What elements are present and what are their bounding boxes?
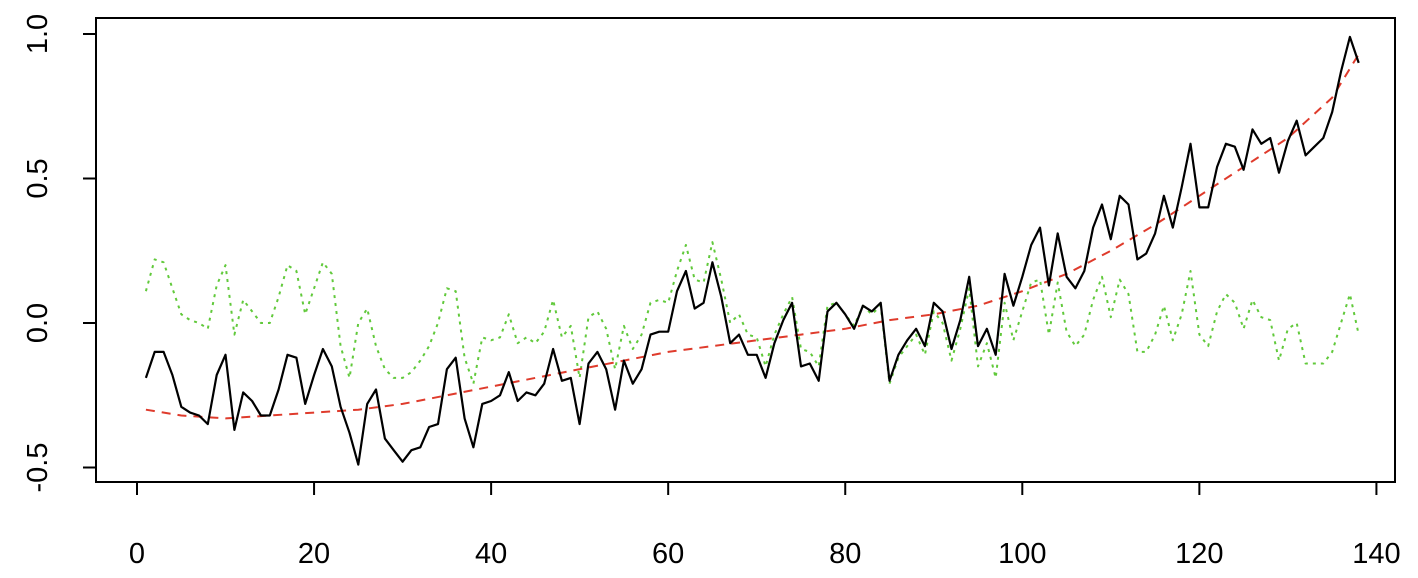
series-layer — [144, 35, 1360, 466]
series-solid-line — [144, 35, 1360, 466]
y-axis: -0.5 0.0 0.5 1.0 — [22, 14, 97, 493]
y-tick-label: 0.5 — [22, 158, 54, 198]
y-tick-label: 1.0 — [22, 14, 54, 54]
series-dashed-line — [145, 53, 1360, 420]
x-tick-label: 20 — [298, 538, 330, 570]
x-tick-label: 120 — [1175, 538, 1223, 570]
x-tick-label: 60 — [652, 538, 684, 570]
series-dotted-line — [144, 241, 1360, 385]
y-tick-label: -0.5 — [22, 443, 54, 493]
x-tick-label: 0 — [129, 538, 145, 570]
x-tick-label: 140 — [1352, 538, 1400, 570]
x-tick-label: 100 — [998, 538, 1046, 570]
x-axis: 0 20 40 60 80 100 120 140 — [129, 481, 1401, 570]
x-tick-label: 80 — [829, 538, 861, 570]
y-tick-label: 0.0 — [22, 303, 54, 343]
x-tick-label: 40 — [475, 538, 507, 570]
plot-frame — [95, 17, 1396, 483]
